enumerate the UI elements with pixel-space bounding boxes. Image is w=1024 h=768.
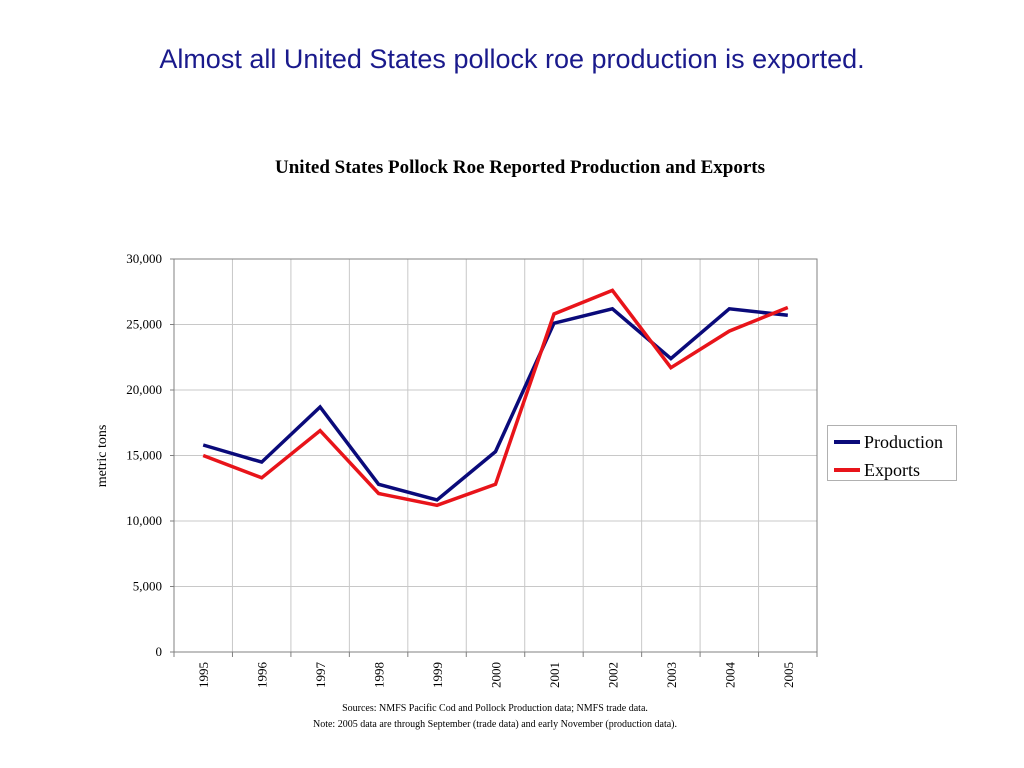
x-tick-label: 2001 [547,662,562,688]
legend-item-production: Production [834,429,943,455]
x-tick-label: 2003 [664,662,679,688]
chart-tick-labels: 0 5,000 10,000 15,000 20,000 25,000 30,000 1995… [126,251,796,688]
legend-label-production: Production [864,431,943,452]
x-tick-label: 1997 [313,662,328,689]
chart-title: United States Pollock Roe Reported Produ… [275,157,765,178]
y-axis-label: metric tons [95,425,110,488]
x-tick-label: 1999 [430,662,445,688]
chart-legend: Production Exports [827,425,957,481]
y-tick-label: 10,000 [126,513,162,528]
chart-series [202,288,789,508]
slide-title: Almost all United States pollock roe pro… [159,44,865,74]
legend-swatch-exports [834,468,860,472]
x-tick-label: 1998 [372,662,387,688]
data-note: Note: 2005 data are through September (t… [312,719,678,730]
legend-label-exports: Exports [864,459,920,480]
series-line-production [202,306,788,502]
x-tick-label: 1996 [255,662,270,689]
x-tick-label: 2005 [781,662,796,688]
chart-axes [170,258,818,657]
x-tick-label: 1995 [196,662,211,688]
y-tick-label: 15,000 [126,448,162,463]
x-tick-label: 2002 [605,662,620,688]
x-tick-label: 2004 [722,662,737,689]
y-tick-label: 25,000 [126,317,162,332]
sources-note: Sources: NMFS Pacific Cod and Pollock Pr… [342,703,648,714]
chart-footnotes: Sources: NMFS Pacific Cod and Pollock Pr… [0,701,990,733]
plot-area-border [173,258,818,653]
legend-item-exports: Exports [834,457,920,483]
y-tick-label: 30,000 [126,251,162,266]
series-line-exports [202,288,789,508]
legend-swatch-production [834,440,860,444]
x-tick-label: 2000 [489,662,504,688]
y-tick-label: 0 [156,644,163,659]
y-tick-label: 20,000 [126,382,162,397]
y-tick-label: 5,000 [133,579,162,594]
